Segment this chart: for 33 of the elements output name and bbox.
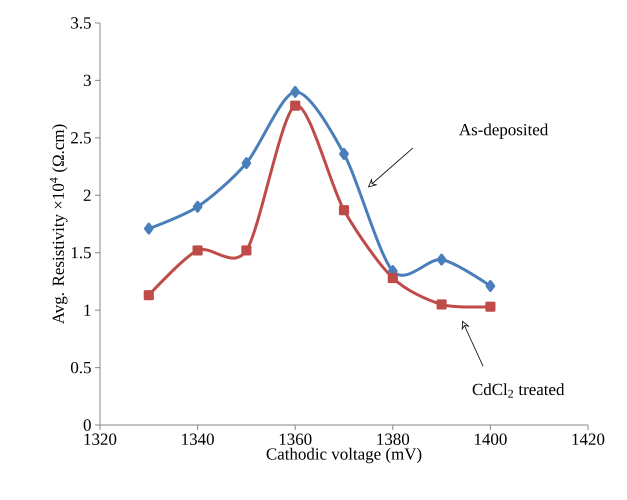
y-tick-label: 2.5 bbox=[71, 132, 91, 144]
y-axis-title: Avg. Resistivity ×10$^{4}$ (Ω.cm) bbox=[50, 124, 68, 324]
y-tick-label: 0 bbox=[84, 419, 91, 431]
y-tick-label: 1 bbox=[84, 304, 90, 316]
x-tick-label: 1360 bbox=[280, 434, 312, 445]
point bbox=[144, 222, 154, 235]
y-tick-label: 1.5 bbox=[72, 246, 91, 258]
x-tick-label: 1420 bbox=[572, 434, 604, 445]
point bbox=[339, 148, 349, 160]
point bbox=[338, 205, 350, 216]
point bbox=[436, 254, 446, 266]
point bbox=[241, 245, 252, 256]
point bbox=[388, 272, 398, 284]
point bbox=[144, 290, 154, 300]
annotation: CdCl$_{2}$ treated bbox=[472, 383, 564, 398]
x-tick-label: 1320 bbox=[84, 434, 116, 445]
y-tick-label: 2 bbox=[84, 190, 91, 201]
x-tick-label: 1380 bbox=[377, 434, 410, 445]
point bbox=[290, 86, 300, 98]
y-tick-label: 3 bbox=[84, 74, 91, 86]
point bbox=[436, 299, 447, 310]
x-axis-title: Cathodic voltage (mV) bbox=[266, 448, 422, 464]
x-tick-label: 1400 bbox=[474, 434, 507, 445]
point bbox=[290, 100, 300, 111]
y-tick-label: 3.5 bbox=[71, 17, 91, 29]
point bbox=[242, 157, 252, 170]
point bbox=[192, 200, 202, 213]
y-tick-label: 0.5 bbox=[70, 362, 91, 374]
x-tick-label: 1340 bbox=[182, 434, 214, 445]
point bbox=[485, 302, 496, 312]
point bbox=[486, 280, 496, 292]
annotation: As-deposited bbox=[459, 123, 548, 139]
point bbox=[192, 245, 203, 256]
